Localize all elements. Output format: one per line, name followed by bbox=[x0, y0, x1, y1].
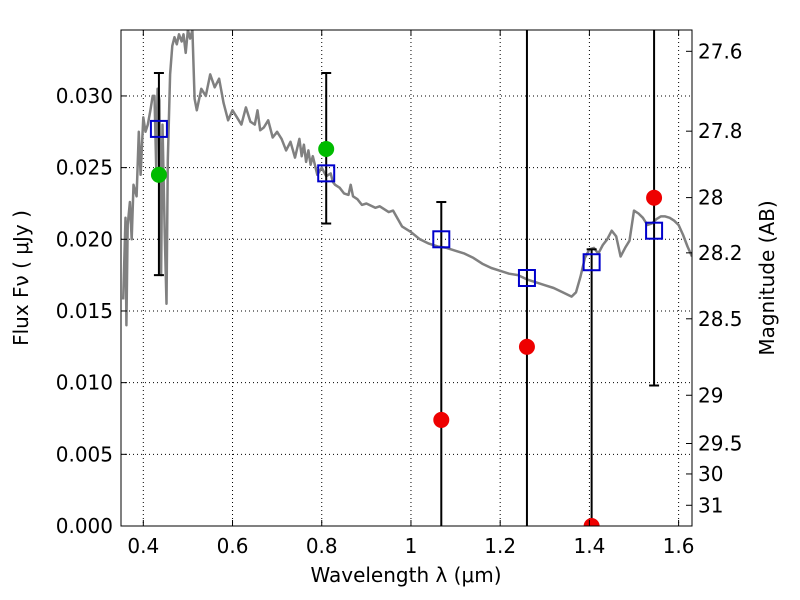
y-axis-title: Flux Fν ( μJy ) bbox=[9, 210, 33, 346]
y2-tick-label: 28.2 bbox=[698, 241, 743, 265]
error-bars bbox=[153, 30, 660, 526]
synthetic-flux-square bbox=[517, 269, 536, 287]
synthetic-flux-square bbox=[317, 164, 336, 183]
grid-lines bbox=[121, 30, 692, 527]
y-tick-label: 0.000 bbox=[56, 514, 113, 538]
non-detection-point bbox=[646, 189, 663, 206]
y2-tick-label: 28 bbox=[698, 186, 723, 210]
plot-frame bbox=[120, 29, 693, 527]
y-tick-label: 0.025 bbox=[56, 156, 113, 180]
y2-tick-label: 31 bbox=[698, 493, 723, 517]
synthetic-flux-square bbox=[582, 253, 601, 272]
non-detection-point bbox=[583, 518, 600, 526]
synthetic-flux-square bbox=[432, 230, 451, 249]
x-tick-label: 0.8 bbox=[306, 534, 338, 558]
non-detection-point bbox=[433, 411, 450, 428]
y2-tick-label: 30 bbox=[698, 462, 723, 486]
y-tick-label: 0.015 bbox=[56, 299, 113, 323]
y-tick-label: 0.020 bbox=[56, 227, 113, 251]
y-tick-label: 0.010 bbox=[56, 371, 113, 395]
y2-tick-label: 27.6 bbox=[698, 39, 743, 63]
synthetic-flux-square bbox=[149, 119, 168, 138]
detection-point bbox=[318, 140, 335, 157]
x-tick-label: 1.6 bbox=[663, 534, 695, 558]
observed-flux-markers bbox=[150, 140, 663, 526]
synthetic-flux-markers bbox=[149, 119, 664, 287]
detection-point bbox=[150, 166, 167, 183]
y-tick-label: 0.005 bbox=[56, 442, 113, 466]
plot-area bbox=[121, 30, 692, 526]
y2-tick-label: 27.8 bbox=[698, 119, 743, 143]
x-tick-label: 0.6 bbox=[217, 534, 249, 558]
y2-tick-label: 29 bbox=[698, 383, 723, 407]
non-detection-point bbox=[518, 338, 535, 355]
x-tick-label: 0.4 bbox=[127, 534, 159, 558]
x-axis-title: Wavelength λ (μm) bbox=[310, 563, 501, 587]
y-tick-label: 0.030 bbox=[56, 84, 113, 108]
axis-ticks bbox=[121, 30, 692, 527]
x-tick-label: 1 bbox=[405, 534, 418, 558]
synthetic-flux-square bbox=[645, 221, 664, 240]
x-tick-label: 1.4 bbox=[573, 534, 605, 558]
axis-tick-labels: 0.4 0.6 0.8 1 1.2 1.4 1.6 0.000 0.005 0.010 0.015 0… bbox=[56, 39, 743, 558]
x-tick-label: 1.2 bbox=[484, 534, 516, 558]
y2-tick-label: 28.5 bbox=[698, 307, 743, 331]
y2-tick-label: 29.5 bbox=[698, 432, 743, 456]
y2-axis-title: Magnitude (AB) bbox=[755, 200, 779, 355]
